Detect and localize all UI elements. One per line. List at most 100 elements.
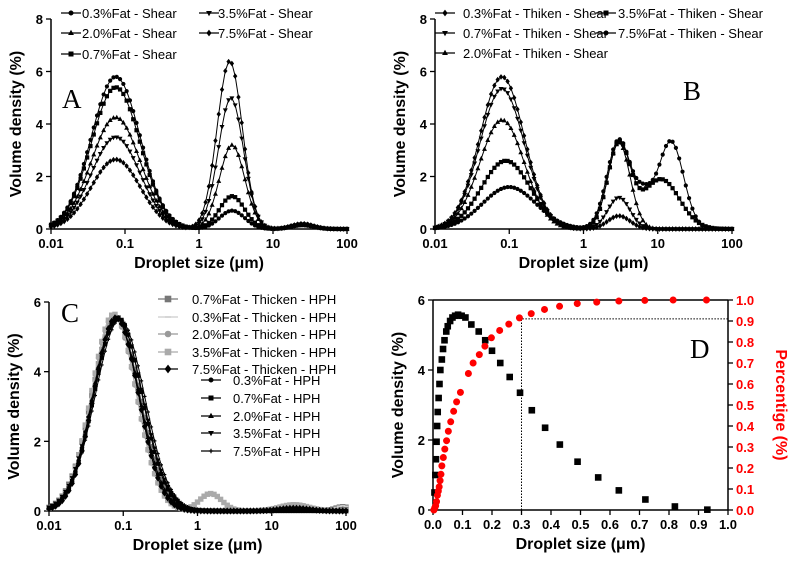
data-point [650, 177, 655, 182]
data-point [287, 506, 293, 512]
data-point [498, 86, 504, 92]
data-point [644, 186, 649, 191]
data-point [541, 208, 547, 213]
y-axis-label: Volume density (%) [8, 51, 25, 197]
data-point [469, 201, 474, 206]
data-point [226, 58, 231, 65]
data-point [127, 107, 133, 112]
data-point [84, 191, 90, 197]
data-point [143, 175, 149, 180]
data-point [334, 509, 338, 513]
x-tick-label: 0.9 [689, 517, 707, 532]
data-point [515, 165, 520, 171]
y2-axis-label: Percentige (%) [772, 349, 789, 460]
data-point [133, 350, 137, 354]
data-point [465, 183, 471, 189]
data-point [450, 407, 458, 415]
y2-tick-label: 0.4 [736, 419, 755, 434]
data-point [311, 509, 315, 513]
data-point [528, 178, 534, 184]
data-point [70, 480, 74, 485]
data-point [630, 169, 636, 174]
y-tick-label: 2 [420, 170, 427, 185]
data-point [98, 169, 103, 175]
data-point [252, 210, 258, 215]
data-point [518, 119, 523, 125]
data-point [61, 218, 67, 225]
data-point [84, 180, 90, 186]
x-axis-label: Droplet size (μm) [134, 255, 264, 272]
data-point [132, 357, 138, 363]
data-point [680, 169, 685, 174]
data-point [239, 163, 245, 169]
data-point [210, 217, 215, 222]
data-point [149, 425, 154, 429]
data-point [140, 188, 146, 195]
y-tick-label: 0 [36, 222, 43, 237]
data-point [521, 132, 527, 139]
x-tick-label: 0.1 [500, 236, 518, 251]
data-point [501, 87, 507, 93]
data-point [438, 462, 446, 470]
data-point [508, 184, 514, 190]
y-tick-label: 8 [36, 12, 43, 27]
data-point [148, 433, 154, 438]
data-point [68, 205, 74, 211]
x-tick-label: 1 [580, 236, 587, 251]
data-point [482, 114, 487, 121]
y-tick-label: 6 [34, 295, 41, 310]
data-point [677, 196, 682, 201]
data-point [475, 191, 481, 196]
data-point [624, 149, 629, 154]
legend-label: 0.3%Fat - HPH [233, 373, 320, 388]
data-point [515, 186, 520, 192]
data-point [340, 509, 345, 513]
data-point [683, 183, 688, 188]
data-point [162, 472, 167, 477]
data-point [232, 144, 238, 150]
data-point [219, 165, 225, 170]
data-point [190, 223, 195, 230]
data-point [444, 427, 452, 435]
legend-marker [208, 412, 214, 419]
data-point [155, 471, 161, 476]
data-point [475, 328, 483, 335]
series-line [50, 76, 348, 230]
series-percentige [430, 296, 710, 514]
data-point [305, 221, 310, 228]
data-point [144, 194, 149, 201]
data-point [177, 223, 182, 230]
data-point [226, 209, 231, 214]
data-point [686, 196, 692, 201]
data-point [637, 210, 643, 216]
data-point [183, 224, 189, 231]
data-point [554, 218, 560, 223]
data-point [261, 509, 266, 513]
legend-label: 0.7%Fat - Thicken - HPH [192, 292, 336, 307]
data-point [611, 151, 616, 156]
y-tick-label: 0 [420, 222, 427, 237]
data-point [194, 499, 201, 505]
y2-tick-label: 0.6 [736, 377, 754, 392]
data-point [265, 509, 269, 513]
data-point [222, 153, 228, 159]
data-point [182, 503, 187, 507]
data-point [102, 335, 108, 341]
legend-item: 3.5%Fat - Thicken - HPH [158, 345, 336, 360]
data-point [239, 119, 244, 126]
data-point [525, 180, 530, 185]
data-point [104, 161, 110, 167]
data-point [94, 174, 100, 180]
data-point [435, 394, 442, 402]
data-point [465, 214, 471, 219]
data-point [97, 151, 103, 157]
data-point [233, 209, 238, 214]
data-point [251, 509, 256, 513]
data-point [134, 177, 139, 184]
data-point [439, 225, 444, 230]
data-point [468, 173, 474, 178]
data-point [436, 477, 444, 485]
series-line [434, 138, 733, 230]
legend-item: 0.3%Fat - HPH [201, 373, 320, 388]
reference-dotted-line [521, 318, 728, 510]
